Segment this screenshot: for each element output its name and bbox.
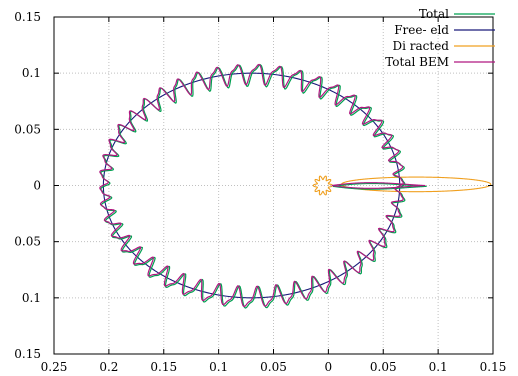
series-diffracted-source [312,175,334,196]
x-tick-label: 0 [325,360,333,374]
x-tick-label: 0.05 [260,360,287,374]
series-total-bem-forward-lobe [331,182,426,189]
x-tick-label: 0.15 [480,360,507,374]
y-tick-label: 0.15 [14,347,41,361]
x-tick-label: 0.1 [429,360,448,374]
y-tick-labels: 0.15 0.1 0.05 0 0.05 0.1 0.15 [14,10,41,361]
ticks [53,16,494,355]
y-tick-label: 0.1 [22,66,41,80]
y-tick-label: 0.05 [14,122,41,136]
x-tick-labels: 0.25 0.2 0.15 0.1 0.05 0 0.05 0.1 0.15 [41,360,507,374]
x-tick-label: 0.1 [209,360,228,374]
legend-label-diffracted: Di racted [393,39,450,53]
x-tick-label: 0.15 [150,360,177,374]
y-tick-label: 0 [33,179,41,193]
x-tick-label: 0.05 [370,360,397,374]
legend: Total Free- eld Di racted Total BEM [385,7,495,69]
series-total-forward-lobe [332,183,427,190]
legend-label-total: Total [419,7,449,21]
series-layer [99,63,492,309]
legend-label-free-field: Free- eld [394,23,449,37]
x-tick-label: 0.2 [99,360,118,374]
legend-label-total-bem: Total BEM [385,55,449,69]
x-tick-label: 0.25 [41,360,68,374]
series-total-bem-line [99,63,404,308]
y-tick-label: 0.15 [14,10,41,24]
series-total-line [100,64,406,309]
y-tick-label: 0.1 [22,291,41,305]
y-tick-label: 0.05 [14,235,41,249]
